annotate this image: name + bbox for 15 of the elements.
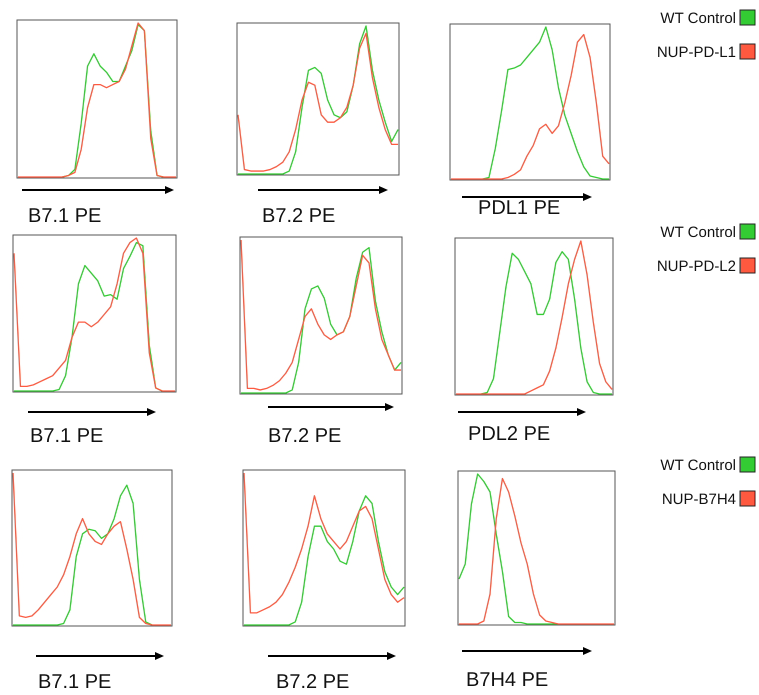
x-axis-title: B7H4 PE	[466, 669, 548, 691]
legend-label: NUP-B7H4	[662, 491, 736, 508]
x-axis-title: PDL2 PE	[468, 423, 550, 445]
legend-label: WT Control	[660, 224, 736, 241]
legend-label: NUP-PD-L2	[656, 258, 736, 275]
x-axis-title: B7.1 PE	[28, 205, 102, 227]
x-axis-title: B7.1 PE	[30, 425, 104, 447]
x-axis-title: B7.1 PE	[38, 671, 112, 693]
x-axis-title: B7.2 PE	[268, 425, 342, 447]
x-axis-title: B7.2 PE	[276, 671, 350, 693]
x-axis-title: PDL1 PE	[478, 197, 560, 219]
legend-label: NUP-PD-L1	[656, 44, 736, 61]
x-axis-title: B7.2 PE	[262, 205, 336, 227]
legend-label: WT Control	[660, 457, 736, 474]
legend-label: WT Control	[660, 10, 736, 27]
